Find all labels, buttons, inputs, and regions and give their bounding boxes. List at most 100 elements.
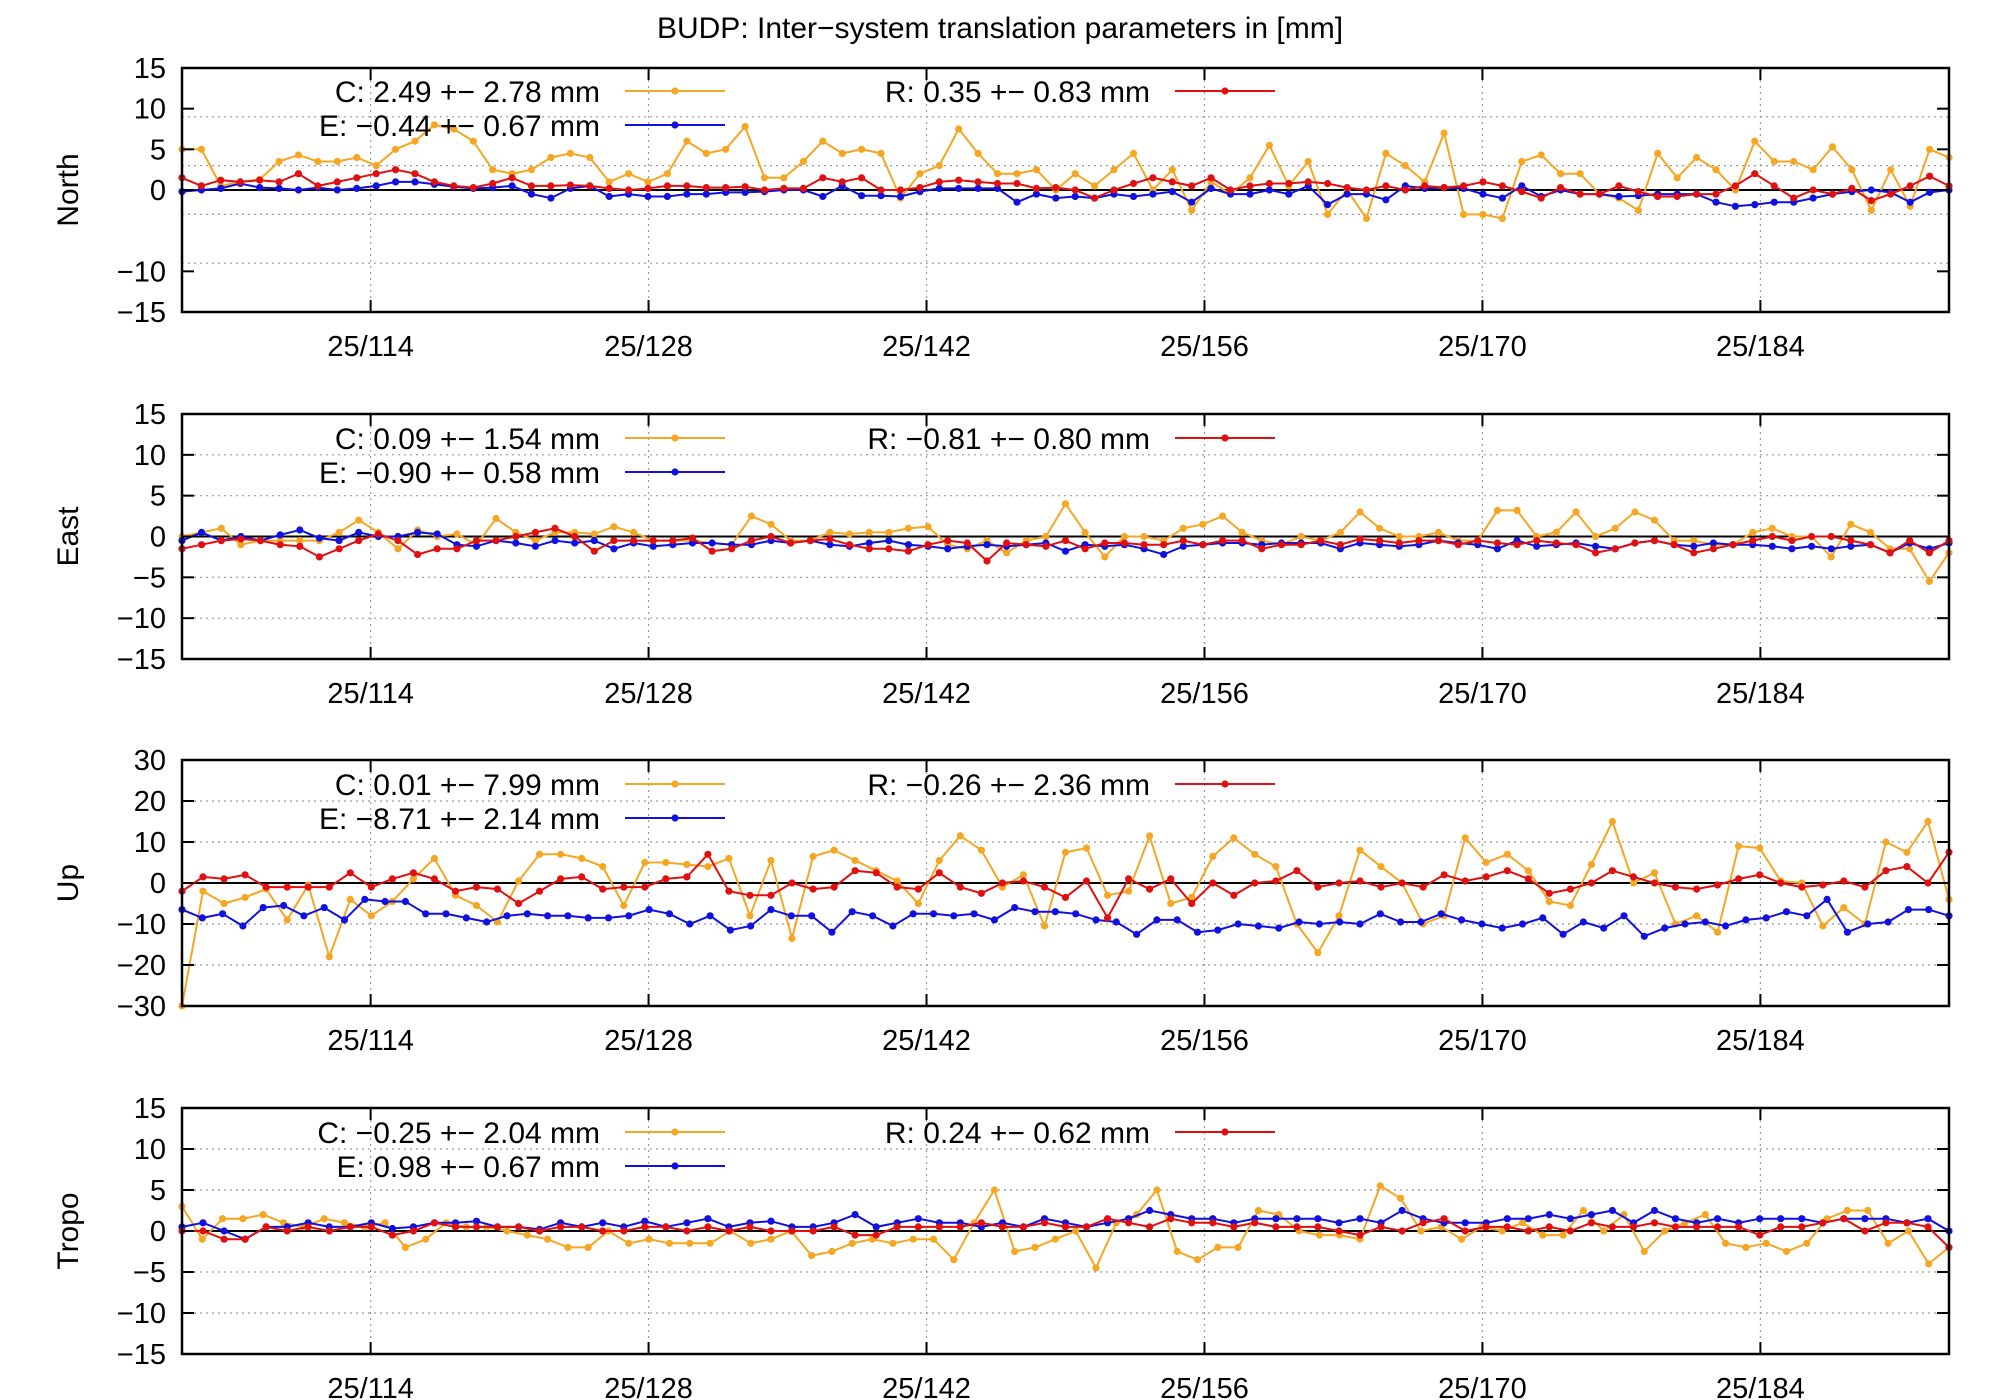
data-point-c [1631, 508, 1639, 516]
x-tick-label: 25/170 [1438, 678, 1527, 710]
data-point-r [411, 170, 419, 178]
data-point-e [353, 184, 361, 192]
data-point-r [1714, 881, 1722, 889]
data-point-r [578, 873, 586, 881]
data-point-c [683, 860, 691, 869]
data-point-r [760, 186, 769, 194]
x-tick-label: 25/184 [1716, 331, 1805, 363]
data-point-r [746, 891, 754, 899]
data-point-r [1297, 541, 1305, 549]
y-tick-label: −15 [117, 297, 166, 329]
data-point-r [630, 537, 638, 545]
data-point-r [683, 873, 691, 881]
data-point-r [1751, 170, 1759, 178]
data-point-r [830, 883, 838, 891]
data-point-c [1518, 1219, 1527, 1227]
data-point-c [503, 1227, 511, 1235]
data-point-r [1756, 871, 1764, 879]
data-point-r [851, 1231, 859, 1239]
data-point-e [708, 539, 716, 547]
data-point-c [1579, 1206, 1587, 1215]
data-point-r [433, 545, 441, 553]
data-point-r [780, 184, 788, 192]
x-tick-label: 25/128 [604, 1373, 693, 1400]
data-point-r [1788, 537, 1796, 545]
data-point-c [430, 854, 438, 863]
data-point-e [1592, 542, 1600, 550]
data-point-c [704, 863, 712, 871]
data-point-e [865, 539, 873, 547]
data-point-c [1125, 887, 1133, 895]
data-point-e [1722, 922, 1730, 930]
data-point-r [1022, 541, 1030, 549]
data-point-r [355, 537, 363, 545]
x-tick-label: 25/128 [604, 331, 693, 363]
data-point-r [1690, 549, 1698, 557]
data-point-e [503, 912, 511, 920]
data-point-e [1533, 542, 1541, 550]
data-point-c [1214, 1243, 1222, 1251]
data-point-c [259, 1211, 267, 1219]
data-point-c [1566, 901, 1574, 910]
data-point-c [1673, 174, 1681, 182]
data-point-c [1592, 532, 1600, 541]
legend-label-c: C: 0.09 +− 1.54 mm [335, 423, 600, 456]
data-point-c [1376, 524, 1384, 532]
data-point-e [531, 542, 540, 550]
data-point-c [974, 149, 982, 157]
data-point-e [747, 922, 755, 930]
data-point-r [1847, 537, 1855, 545]
data-point-c [1847, 520, 1855, 528]
data-point-c [1110, 166, 1118, 174]
data-point-e [950, 912, 958, 920]
data-point-c [1608, 817, 1616, 826]
data-point-c [283, 916, 291, 924]
data-point-r [1749, 537, 1757, 545]
data-point-r [508, 174, 516, 182]
data-point-e [1498, 194, 1506, 202]
data-point-r [346, 1223, 354, 1231]
data-point-e [381, 897, 389, 906]
data-point-e [828, 928, 836, 936]
data-point-c [325, 953, 333, 961]
y-tick-label: −30 [117, 991, 166, 1023]
data-point-c [1101, 553, 1109, 561]
data-point-e [1545, 1211, 1553, 1219]
data-point-r [963, 539, 971, 547]
data-point-r [1777, 1223, 1785, 1231]
data-point-r [1566, 885, 1574, 893]
data-point-r [722, 184, 730, 192]
legend-marker-e [671, 1162, 679, 1170]
data-point-e [1615, 192, 1623, 201]
data-point-c [683, 137, 691, 145]
data-point-c [809, 852, 817, 861]
data-point-e [1376, 910, 1384, 918]
data-point-r [599, 885, 607, 893]
legend-label-r: R: 0.24 +− 0.62 mm [885, 1117, 1150, 1150]
data-point-e [1924, 1215, 1932, 1223]
data-point-r [1848, 184, 1856, 192]
legend-marker-c [671, 87, 679, 95]
data-point-r [1209, 879, 1217, 887]
data-point-c [411, 137, 419, 145]
data-point-e [1782, 908, 1791, 916]
data-point-e [1620, 912, 1628, 920]
data-point-r [256, 176, 264, 184]
data-point-r [451, 887, 460, 895]
data-point-r [1440, 871, 1448, 879]
data-point-e [1336, 918, 1344, 926]
data-point-r [1125, 1219, 1133, 1227]
data-point-r [1454, 541, 1462, 549]
data-point-c [1722, 1239, 1730, 1247]
data-point-c [527, 166, 536, 174]
data-point-c [1690, 537, 1698, 545]
data-point-c [644, 178, 652, 186]
data-point-c [1230, 834, 1238, 842]
data-point-r [625, 186, 633, 194]
series-line-e [181, 180, 1950, 208]
data-point-r [346, 869, 354, 877]
data-point-r [1293, 867, 1301, 875]
x-tick-label: 25/142 [882, 678, 971, 710]
data-point-r [708, 547, 716, 555]
series-line-r [181, 851, 1950, 920]
